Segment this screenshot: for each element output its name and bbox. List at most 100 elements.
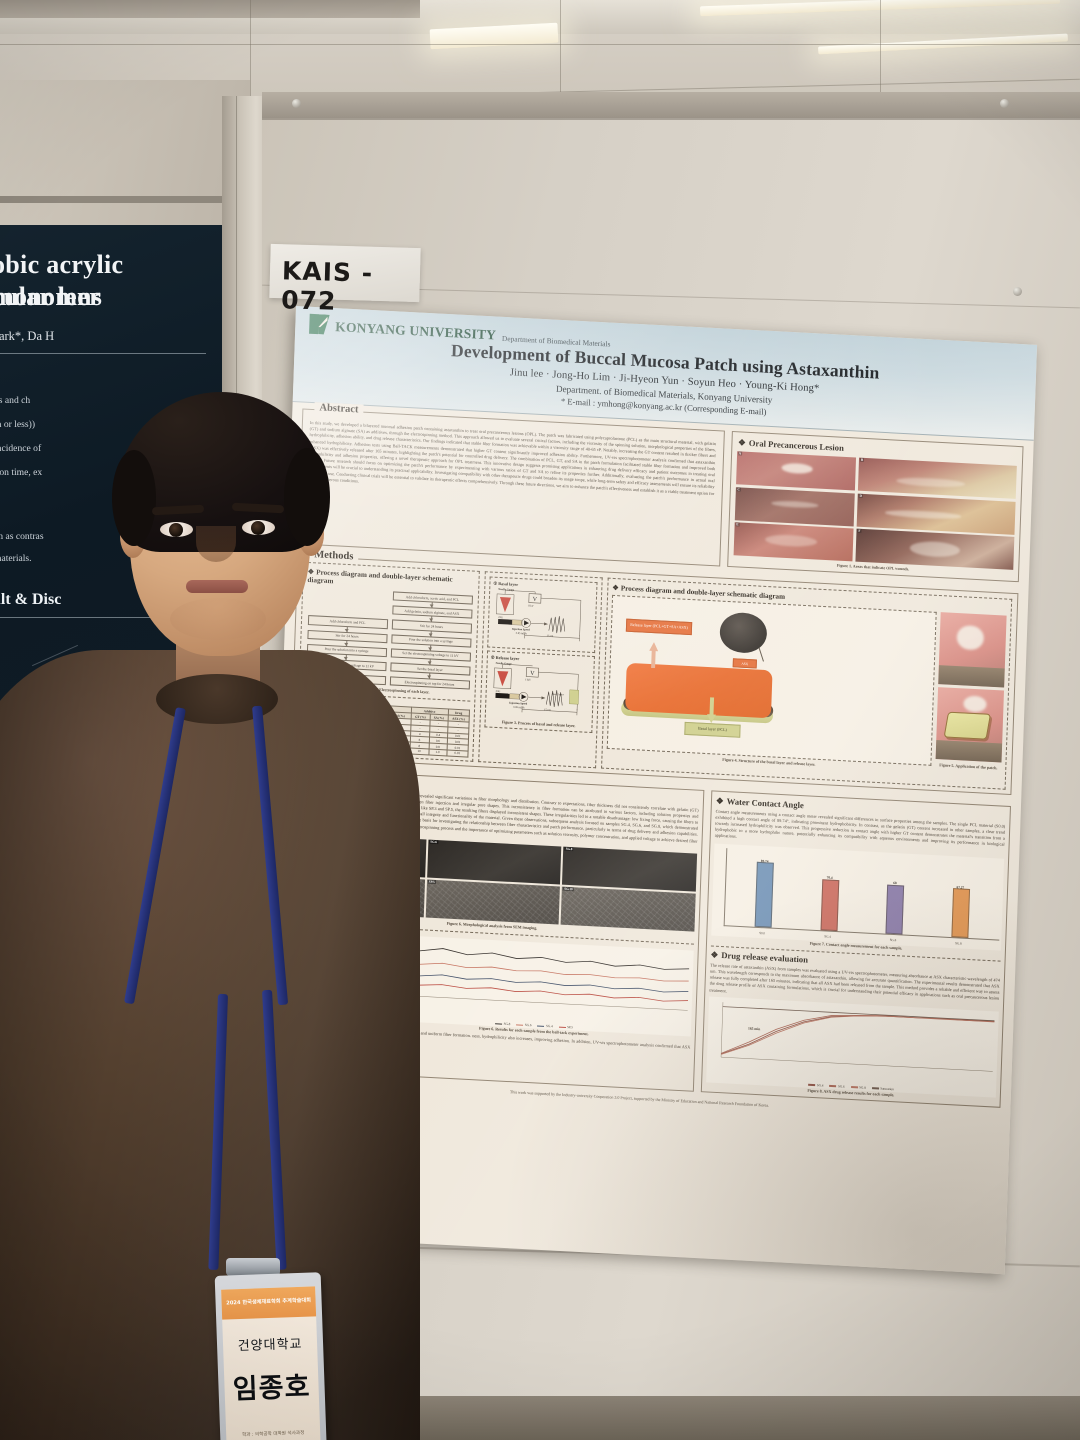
presenter-hair-side-left [112,450,156,546]
badge-person-name: 임종호 [232,1371,311,1406]
presenter-eye-left [160,522,193,537]
opl-photo-c: C [734,486,856,526]
legend-entry: SG.6 [516,1022,532,1028]
methods-electrospinning-column: ① Basal layer V [478,571,603,768]
badge-footer: 학과 : 의학공학 대학원 석사과정 분야 : 생체재료 [226,1430,321,1440]
fiber-sem-inset [719,611,768,655]
sem-photo: SG.10 [560,886,696,932]
legend-label: SG.8 [859,1085,866,1090]
asx-label: ASX [732,658,757,669]
legend-key [808,1084,816,1086]
presenter-torso [0,650,420,1440]
bar-value-label: 67.27 [956,884,965,890]
booth-top-rail [262,92,1080,118]
panel-number-icon: ① [493,580,498,586]
basal-layer-schematic: ① Basal layer V [487,576,598,654]
presenter-hair-side-right [284,448,330,546]
neighboring-poster-body-2: m or less)) [0,419,36,430]
legend-key [537,1025,545,1027]
badge-insert: 2024 한국생체재료학회 추계학술대회 건양대학교 임종호 학과 : 의학공학… [221,1286,321,1440]
sem-photo-label: SG.8 [564,846,574,852]
bar-value-label: 70.4 [826,875,833,881]
poster-number-label: KAIS - 072 [280,256,374,316]
opl-photo-label: E [735,522,740,527]
legend-key [495,1022,503,1025]
patch-release-layer-shape [625,662,773,719]
legend-entry: Saturation [871,1086,894,1091]
bar-value-label: 68 [893,881,897,886]
legend-key [558,1026,566,1029]
bar [754,862,775,928]
sem-photo: SG.8 [562,846,698,892]
presenter: 2024 한국생체재료학회 추계학술대회 건양대학교 임종호 학과 : 의학공학… [0,330,450,1440]
opl-photo-label: C [736,486,742,492]
methods-section: Methods Process diagram and double-layer… [290,549,1019,795]
application-caption: Figure 5. Application of the patch. [939,762,998,771]
applied-patch-shape [943,712,992,741]
presenter-mouth [186,580,248,593]
neighboring-poster-body-6: materials. [0,553,32,564]
opl-photo-label: F [857,528,862,533]
legend-entry: SG.8 [850,1085,866,1090]
svg-text:V: V [533,597,538,603]
water-contact-angle-section: Water Contact Angle Contact angle measur… [700,790,1011,1108]
legend-label: SG.4 [816,1082,824,1088]
bilayer-schematic-diagram: Release layer (PCL+GT+SA+ASX) Basal laye… [606,594,937,766]
opl-photo-d: D [856,493,1016,535]
legend-label: SG.6 [837,1084,845,1089]
bar-category-label: SG.8 [955,940,962,946]
legend-label: SP.5 [567,1025,573,1030]
bar-value-label: 89.74 [760,858,769,864]
neighboring-poster-title-line1: obic acrylic monomer [0,250,124,311]
application-photo-column: Figure 5. Application of the patch. [935,612,1007,776]
release-layer-label: Release layer (PCL+GT+SA+ASX) [625,618,693,635]
presenter-nose [196,526,236,562]
opl-photo-b: B [857,457,1017,499]
poster-results-row: Scanning Electron Microscope Scanning el… [279,767,1011,1108]
legend-label: SG.6 [524,1022,532,1028]
electrospinning-diagram-release: V [493,664,579,716]
neighboring-poster-body-4: tion time, ex [0,467,43,478]
presenter-torso-shading [0,650,420,1440]
patch-applied-photo [935,687,1005,763]
drug-release-chart: 165 min SG.4 SG.6 SG.8 Saturation [706,996,999,1098]
bar-category-label: S0.0 [759,930,766,936]
contact-angle-bar-chart: 89.74 S0.0 70.4 SG.4 68 SG.6 67.27 SG.8 [711,843,1005,951]
legend-entry: SG.4 [537,1024,553,1028]
legend-entry: SG.6 [829,1084,845,1089]
methods-schematic-column: Process diagram and double-layer schemat… [601,577,1013,790]
legend-key [850,1086,858,1088]
screw-icon [1013,287,1022,296]
lesion-photo [938,612,1007,688]
opl-photo-a: A [735,451,857,491]
chart-series-line [392,972,689,993]
neighboring-poster-authors: Park*, Da H [0,329,55,343]
chart-series-line [722,1005,995,1021]
drug-release-section: Drug release evaluation The release rate… [705,945,1001,1103]
opl-section: Oral Precancerous Lesion A B C [726,430,1024,583]
chart-annotation: 165 min [747,1026,761,1031]
spin-panel-2-label: Release layer [495,654,520,662]
research-poster: KONYANG UNIVERSITY Department of Biomedi… [263,306,1038,1275]
chart-series-line [392,982,689,1002]
chart-series-line [721,1014,995,1054]
badge-event-name: 2024 한국생체재료학회 추계학술대회 [226,1297,312,1307]
basal-layer-label: Basal layer (PCL) [684,721,741,738]
legend-key [871,1087,879,1090]
presenter-badge: 2024 한국생체재료학회 추계학술대회 건양대학교 임종호 학과 : 의학공학… [214,1272,328,1440]
opl-photo-label: B [859,457,865,462]
bar [885,884,905,935]
legend-entry: SG.8 [495,1021,510,1026]
chart-series-line [393,960,689,982]
badge-university: 건양대학교 [237,1336,303,1355]
bar [951,888,970,939]
screw-icon [1000,99,1009,108]
bar-category-label: SG.6 [889,937,897,942]
electrospinning-diagram-basal: V [496,590,582,642]
neighboring-poster-body-5: ch as contras [0,531,44,542]
spin-panel-1-label: Basal layer [498,580,519,587]
poster-number-sign: KAIS - 072 [269,243,421,316]
chart-series-line [721,1015,995,1055]
opl-photo-e: E [733,522,854,562]
